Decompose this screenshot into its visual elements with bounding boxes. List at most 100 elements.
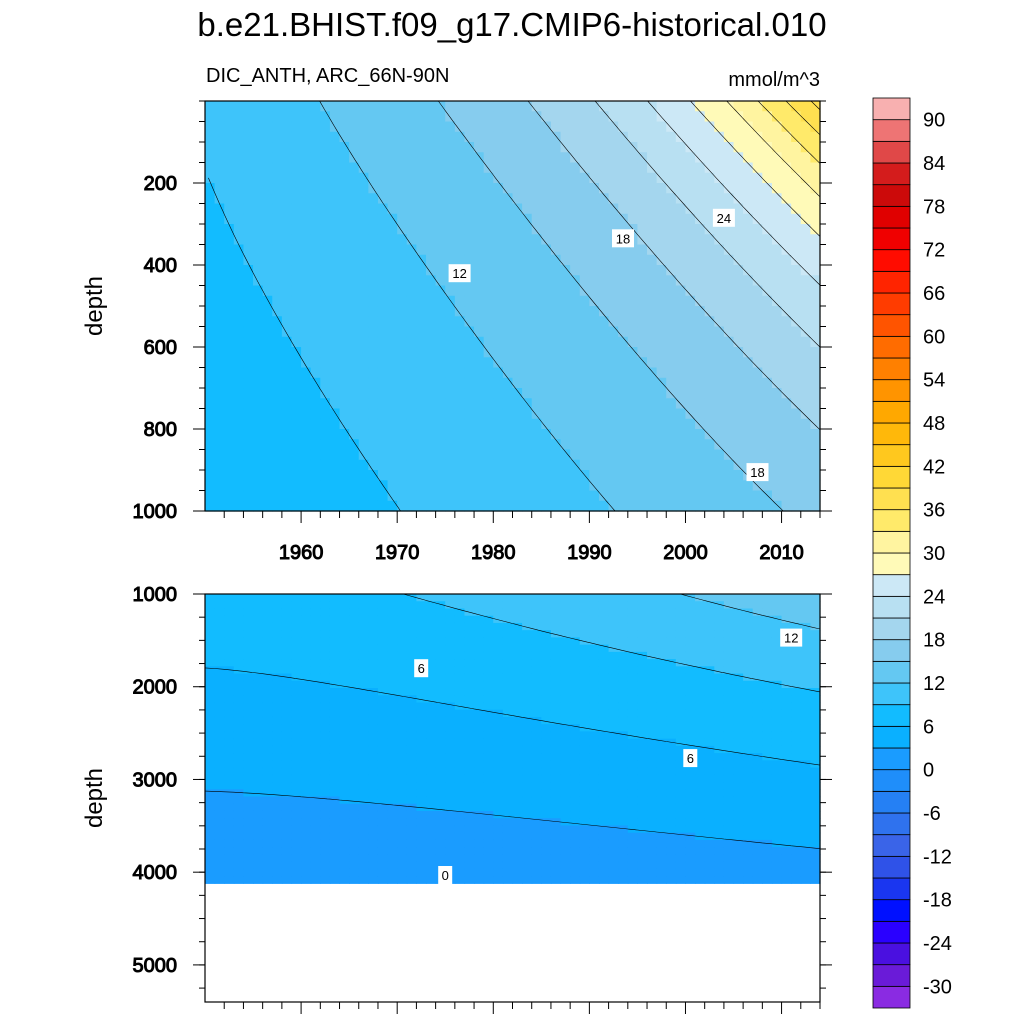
lower-field-cell (580, 630, 590, 638)
upper-field-cell (253, 224, 263, 235)
upper-field-cell (378, 122, 388, 133)
lower-field-cell (734, 782, 744, 790)
upper-field-cell (436, 306, 446, 317)
upper-field-cell (368, 296, 378, 307)
upper-field-cell (513, 163, 523, 174)
upper-field-cell (666, 122, 676, 133)
lower-field-cell (330, 695, 340, 703)
upper-field-cell (599, 429, 609, 440)
lower-field-cell (368, 818, 378, 826)
lower-field-cell (743, 710, 753, 718)
upper-field-cell (311, 419, 321, 430)
lower-field-cell (474, 797, 484, 805)
upper-field-cell (772, 439, 782, 450)
lower-field-cell (589, 847, 599, 855)
upper-field-cell (484, 142, 494, 153)
lower-field-cell (243, 659, 253, 667)
lower-field-cell (205, 717, 215, 725)
lower-field-cell (695, 695, 705, 703)
upper-field-cell (647, 255, 657, 266)
lower-field-cell (263, 768, 273, 776)
lower-field-cell (215, 717, 225, 725)
lower-field-cell (743, 739, 753, 747)
upper-field-cell (782, 357, 792, 368)
lower-field-cell (532, 674, 542, 682)
lower-field-cell (291, 739, 301, 747)
upper-field-cell (589, 439, 599, 450)
lower-field-cell (685, 862, 695, 870)
lower-field-cell (541, 616, 551, 624)
lower-field-cell (272, 724, 282, 732)
upper-field-cell (801, 101, 811, 112)
lower-field-cell (666, 876, 676, 884)
upper-field-cell (282, 101, 292, 112)
upper-field-cell (743, 409, 753, 420)
upper-field-cell (522, 378, 532, 389)
lower-field-cell (561, 652, 571, 660)
upper-field-cell (801, 132, 811, 143)
lower-field-cell (513, 666, 523, 674)
lower-field-cell (570, 724, 580, 732)
upper-field-cell (551, 398, 561, 409)
lower-field-cell (416, 645, 426, 653)
upper-field-cell (743, 388, 753, 399)
lower-field-cell (724, 623, 734, 631)
lower-field-cell (436, 608, 446, 616)
lower-field-cell (243, 753, 253, 761)
upper-field-cell (282, 142, 292, 153)
upper-field-cell (282, 122, 292, 133)
upper-field-cell (695, 337, 705, 348)
lower-field-cell (580, 666, 590, 674)
lower-field-cell (714, 869, 724, 877)
upper-field-cell (291, 470, 301, 481)
lower-field-cell (685, 804, 695, 812)
upper-field-cell (234, 491, 244, 502)
upper-field-cell (541, 480, 551, 491)
upper-field-cell (647, 204, 657, 215)
upper-field-cell (570, 122, 580, 133)
lower-field-cell (359, 782, 369, 790)
upper-field-cell (340, 286, 350, 297)
upper-field-cell (618, 388, 628, 399)
lower-field-cell (609, 674, 619, 682)
lower-field-cell (484, 717, 494, 725)
upper-field-cell (589, 275, 599, 286)
upper-field-cell (426, 286, 436, 297)
lower-field-cell (224, 601, 234, 609)
upper-field-cell (291, 275, 301, 286)
upper-field-cell (676, 142, 686, 153)
upper-field-cell (282, 132, 292, 143)
upper-field-cell (513, 296, 523, 307)
lower-field-cell (532, 681, 542, 689)
lower-field-cell (436, 775, 446, 783)
lower-field-cell (243, 681, 253, 689)
upper-field-cell (263, 173, 273, 184)
upper-field-cell (388, 347, 398, 358)
lower-field-cell (705, 876, 715, 884)
lower-field-cell (695, 782, 705, 790)
lower-field-cell (205, 804, 215, 812)
lower-field-cell (570, 746, 580, 754)
lower-field-cell (349, 811, 359, 819)
upper-field-cell (743, 450, 753, 461)
upper-field-cell (753, 409, 763, 420)
upper-field-cell (455, 357, 465, 368)
upper-field-cell (561, 306, 571, 317)
lower-field-cell (541, 637, 551, 645)
upper-field-cell (455, 286, 465, 297)
lower-field-cell (224, 645, 234, 653)
lower-field-cell (484, 869, 494, 877)
upper-field-cell (416, 152, 426, 163)
lower-field-cell (445, 594, 455, 602)
lower-field-cell (551, 854, 561, 862)
upper-field-cell (445, 337, 455, 348)
lower-field-cell (272, 797, 282, 805)
lower-field-cell (666, 797, 676, 805)
lower-field-cell (705, 739, 715, 747)
upper-field-cell (618, 111, 628, 122)
lower-field-cell (301, 724, 311, 732)
upper-field-cell (215, 306, 225, 317)
lower-field-cell (666, 753, 676, 761)
lower-field-cell (426, 775, 436, 783)
lower-field-cell (637, 833, 647, 841)
